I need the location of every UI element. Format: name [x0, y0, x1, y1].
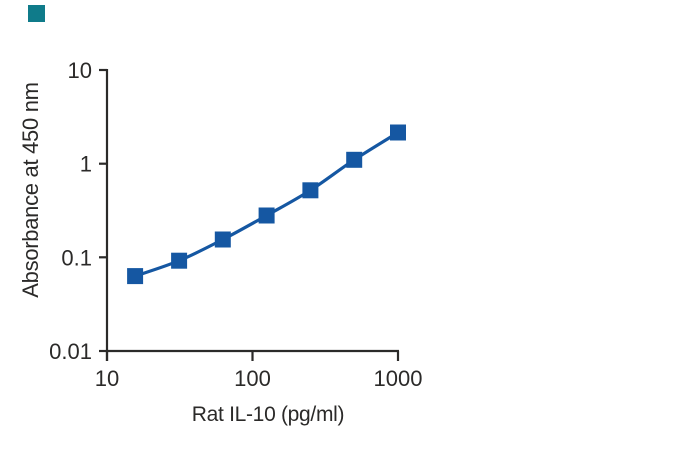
data-series: [127, 124, 406, 285]
data-point-marker: [171, 252, 188, 269]
brand-teal-square: [28, 5, 45, 22]
data-point-marker: [214, 231, 231, 248]
x-tick-label: 10: [95, 366, 119, 391]
x-tick-label: 1000: [374, 366, 423, 391]
y-axis-title: Absorbance at 450 nm: [18, 82, 43, 297]
y-tick-label: 1: [80, 152, 92, 177]
y-tick-label: 0.1: [61, 245, 92, 270]
data-point-marker: [390, 124, 406, 141]
y-tick-label: 0.01: [49, 339, 92, 364]
data-point-marker: [127, 268, 144, 285]
y-tick-label: 10: [68, 58, 92, 83]
x-axis-title: Rat IL-10 (pg/ml): [192, 403, 344, 426]
x-tick-label: 100: [234, 366, 271, 391]
data-point-marker: [258, 207, 275, 224]
data-point-marker: [302, 182, 319, 199]
data-point-marker: [346, 151, 363, 168]
